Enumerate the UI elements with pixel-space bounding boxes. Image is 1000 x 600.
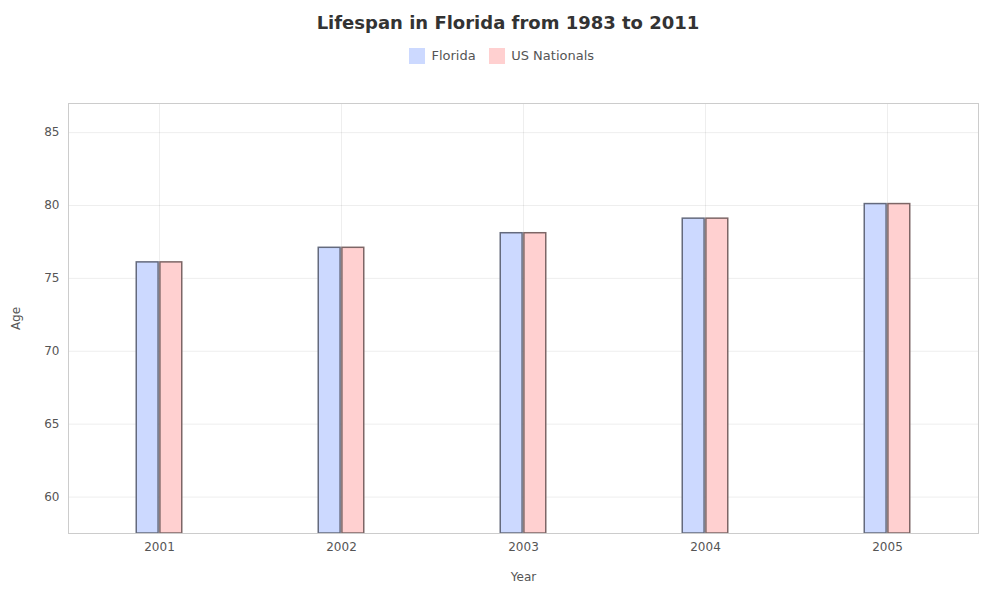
svg-text:2001: 2001: [144, 540, 175, 554]
svg-text:2004: 2004: [690, 540, 721, 554]
svg-text:Year: Year: [510, 569, 536, 583]
svg-text:85: 85: [44, 125, 59, 139]
svg-text:60: 60: [44, 489, 59, 503]
svg-text:2002: 2002: [326, 540, 357, 554]
html-text:Florida: Florida: [431, 48, 476, 63]
svg-text:Age: Age: [9, 306, 23, 329]
svg-text:75: 75: [44, 271, 59, 285]
html-text:US Nationals: US Nationals: [511, 48, 594, 63]
svg-text:70: 70: [44, 344, 59, 358]
svg-text:80: 80: [44, 198, 59, 212]
svg-text:65: 65: [44, 417, 59, 431]
html-text:Lifespan in Florida from 1983: Lifespan in Florida from 1983 to 2011: [316, 12, 700, 33]
svg-text:2005: 2005: [872, 540, 903, 554]
svg-text:2003: 2003: [508, 540, 539, 554]
